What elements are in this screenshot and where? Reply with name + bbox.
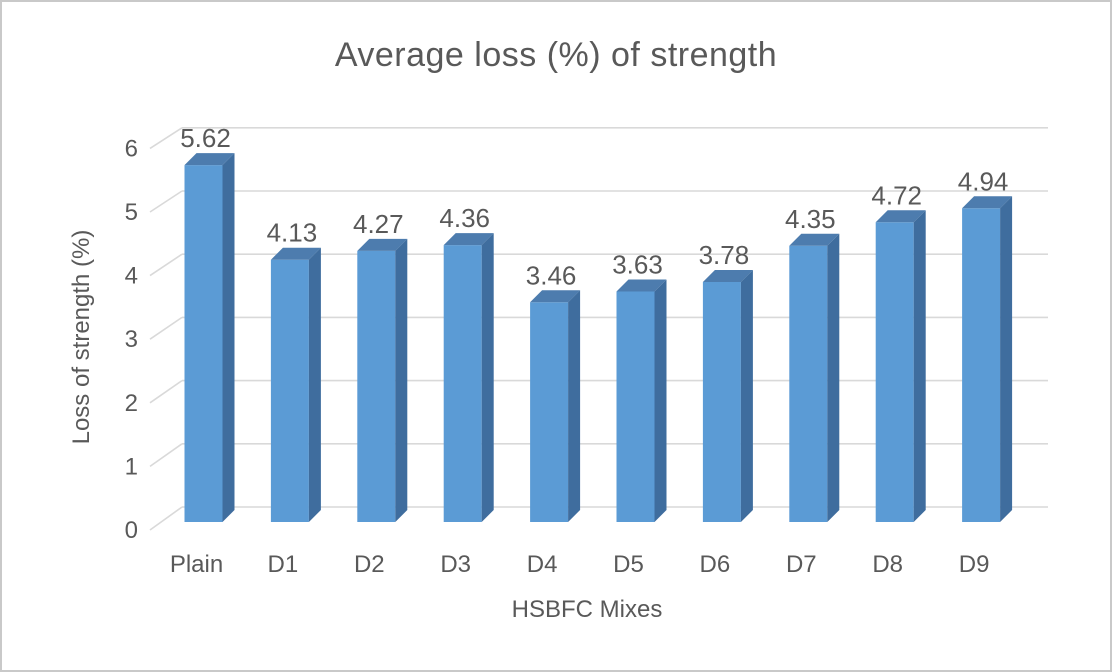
- x-category-label: D5: [613, 551, 644, 578]
- bar-front-face: [789, 245, 828, 522]
- x-category-label: D8: [872, 551, 903, 578]
- y-tick-label: 5: [125, 199, 138, 226]
- bar-front-face: [357, 250, 396, 523]
- data-label: 4.36: [439, 203, 490, 233]
- bar: [875, 210, 926, 522]
- bar: [184, 153, 235, 522]
- bar: [962, 196, 1013, 522]
- data-label: 4.35: [785, 204, 836, 234]
- y-axis-tick: [149, 443, 183, 468]
- bar: [443, 233, 494, 522]
- data-label: 3.78: [699, 240, 750, 270]
- y-tick-label: 3: [125, 326, 138, 353]
- x-category-label: D4: [527, 551, 558, 578]
- y-tick-label: 0: [125, 517, 138, 544]
- data-label: 5.62: [180, 123, 231, 153]
- x-category-label: D7: [786, 551, 817, 578]
- bar-top-face: [270, 247, 321, 260]
- bar-side-face: [481, 233, 494, 522]
- bar-front-face: [184, 165, 223, 522]
- y-axis-tick: [149, 379, 183, 404]
- bar: [357, 238, 408, 523]
- data-label: 3.63: [612, 249, 663, 279]
- x-axis-title: HSBFC Mixes: [511, 596, 663, 623]
- x-category-label: D6: [700, 551, 731, 578]
- bar-top-face: [702, 269, 753, 282]
- chart-title: Average loss (%) of strength: [334, 36, 778, 74]
- y-axis-tick: [149, 127, 183, 150]
- bar-side-face: [913, 210, 926, 522]
- y-axis-tick: [149, 253, 183, 277]
- y-tick-label: 1: [125, 453, 138, 480]
- x-category-label: D1: [268, 551, 299, 578]
- bar-side-face: [308, 247, 321, 522]
- y-tick-label: 4: [125, 263, 138, 290]
- y-axis-tick: [149, 316, 183, 340]
- bar-side-face: [395, 238, 408, 523]
- bar-side-face: [740, 269, 753, 522]
- data-label: 4.72: [871, 180, 922, 210]
- bar-top-face: [443, 233, 494, 246]
- x-category-label: D2: [354, 551, 385, 578]
- bar-side-face: [1000, 196, 1013, 522]
- data-label: 4.27: [353, 209, 404, 239]
- bar-top-face: [616, 279, 667, 292]
- y-tick-label: 6: [125, 135, 138, 162]
- x-category-label: D9: [959, 551, 990, 578]
- y-tick-label: 2: [125, 390, 138, 417]
- bar: [270, 247, 321, 522]
- data-label: 4.94: [958, 166, 1009, 196]
- bar-front-face: [616, 291, 655, 522]
- y-axis-tick: [149, 190, 183, 213]
- bar: [702, 269, 753, 522]
- data-label: 3.46: [526, 260, 577, 290]
- bar-top-face: [789, 233, 840, 246]
- bar-front-face: [443, 245, 482, 522]
- bar: [616, 279, 667, 522]
- x-category-label: Plain: [170, 551, 223, 578]
- bar-top-face: [962, 196, 1013, 209]
- x-category-label: D3: [440, 551, 471, 578]
- bar-front-face: [270, 259, 309, 522]
- data-label: 4.13: [267, 218, 318, 248]
- y-axis-title: Loss of strength (%): [68, 229, 95, 445]
- bar-top-face: [357, 238, 408, 251]
- bar-front-face: [702, 281, 741, 522]
- bar-side-face: [654, 279, 667, 522]
- bar: [530, 290, 581, 522]
- bar-front-face: [875, 222, 914, 522]
- bar: [789, 233, 840, 522]
- bar-top-face: [875, 210, 926, 223]
- y-axis-tick: [149, 506, 183, 531]
- bar-side-face: [222, 153, 235, 522]
- bar-side-face: [568, 290, 581, 522]
- bar-top-face: [530, 290, 581, 303]
- bar-side-face: [827, 233, 840, 522]
- bar-front-face: [962, 208, 1001, 522]
- bar-front-face: [530, 302, 569, 522]
- bar-top-face: [184, 153, 235, 166]
